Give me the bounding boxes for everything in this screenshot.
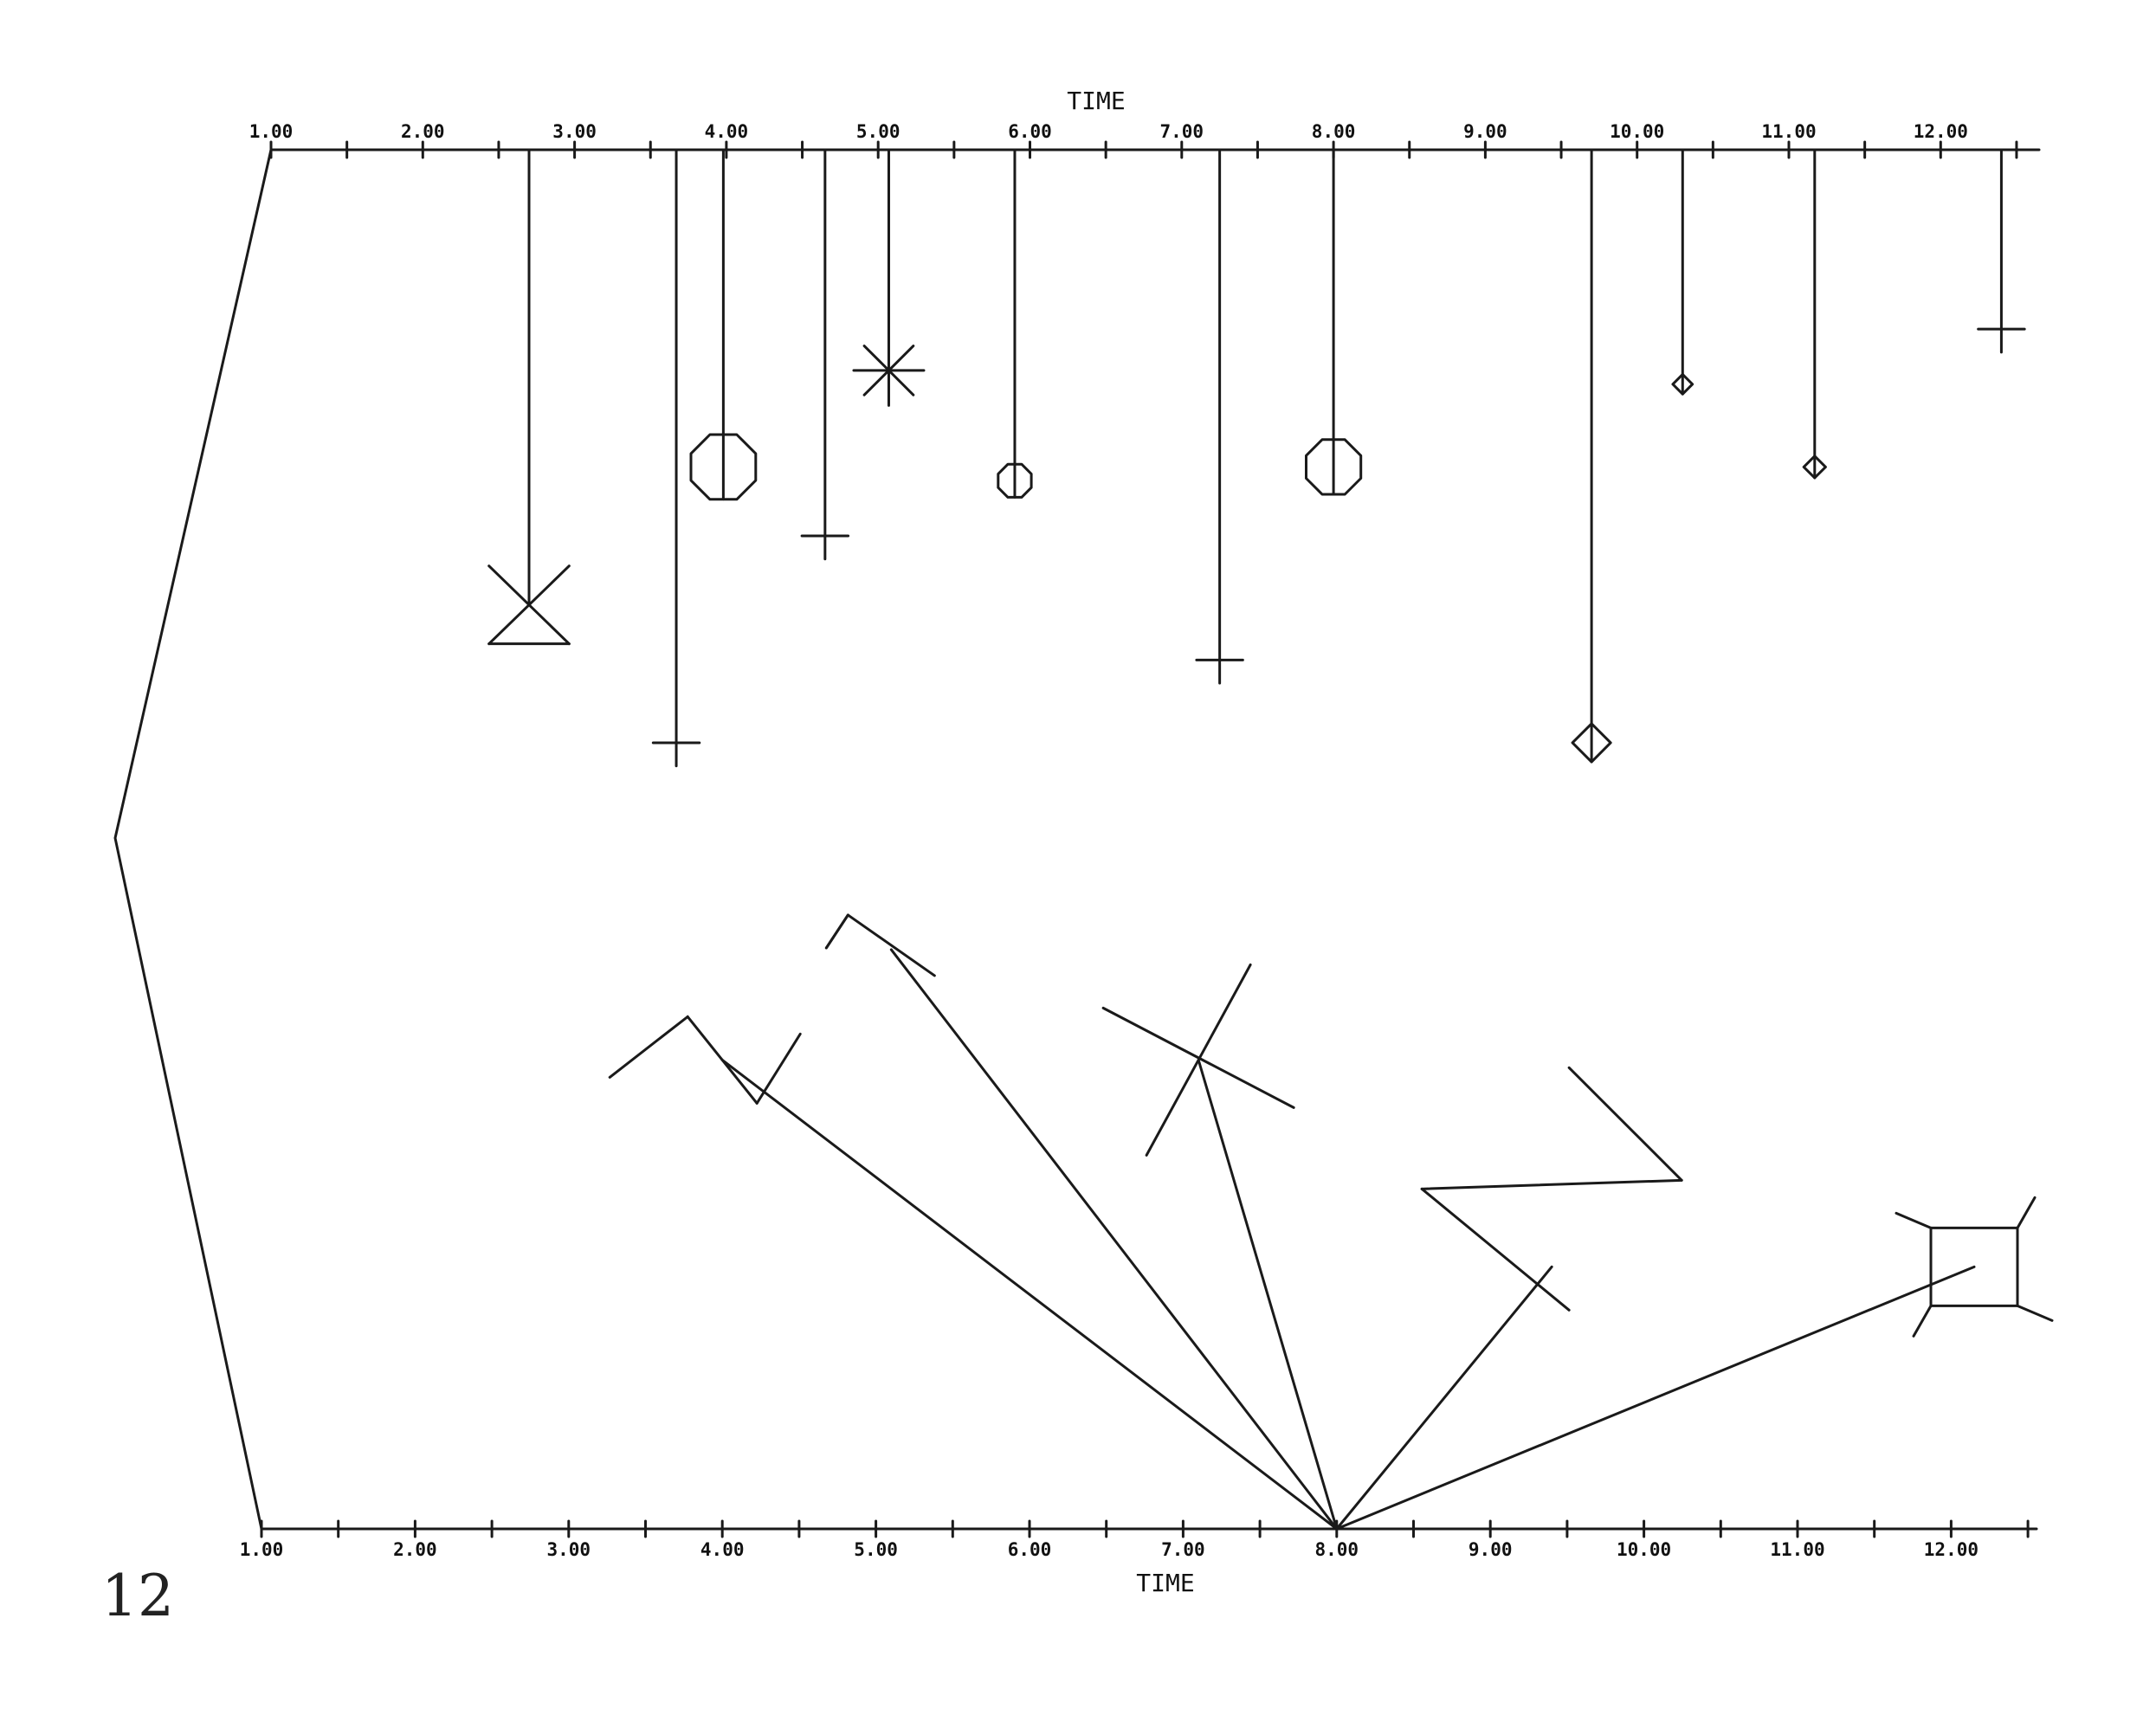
fan-glyph-zigzag-large: [608, 1015, 1339, 1531]
bottom-tick-label: 12.00: [1924, 1539, 1978, 1560]
asterisk-arm: [862, 345, 915, 397]
stalk-glyph-plus: [800, 148, 850, 561]
top-tick-label: 1.00: [249, 121, 294, 142]
top-tick-label: 12.00: [1914, 121, 1968, 142]
stalk-glyph-diamond: [1571, 148, 1612, 764]
hourglass-stroke: [487, 564, 571, 646]
top-tick-label: 10.00: [1610, 121, 1664, 142]
top-tick-label: 2.00: [401, 121, 445, 142]
bottom-tick-label: 6.00: [1008, 1539, 1052, 1560]
fan-glyph-zigzag-right: [1335, 1066, 1683, 1531]
fan-spoke: [1197, 1058, 1339, 1531]
fan-glyph-zigzag-small: [824, 913, 1339, 1531]
fan-glyph-stroke: [2016, 1304, 2054, 1322]
stalk-glyph-diamond: [1671, 148, 1694, 396]
octagon-shape: [997, 462, 1033, 499]
fan-glyph-stroke: [686, 1015, 758, 1105]
octagon-shape: [1305, 438, 1363, 496]
fan-glyph-stroke: [755, 1032, 802, 1105]
fan-spoke: [720, 1058, 1339, 1531]
top-tick-label: 4.00: [705, 121, 749, 142]
top-tick-label: 9.00: [1463, 121, 1507, 142]
fan-glyph-stroke: [1420, 1187, 1571, 1312]
diamond-shape: [1802, 455, 1827, 480]
fan-spoke: [889, 948, 1339, 1531]
fan-glyph-group: [608, 913, 2054, 1531]
bottom-tick-label: 7.00: [1161, 1539, 1205, 1560]
fan-glyph-stroke: [824, 913, 849, 950]
top-tick-label: 11.00: [1761, 121, 1816, 142]
fan-glyph-stroke: [1145, 963, 1252, 1157]
fan-glyph-box-whiskers: [1335, 1196, 2054, 1531]
fan-glyph-cross: [1101, 963, 1339, 1531]
page-number: 12: [101, 1563, 174, 1629]
top-tick-label: 6.00: [1008, 121, 1052, 142]
diamond-shape: [1671, 372, 1694, 396]
stalk-glyph-plus: [1195, 148, 1244, 685]
stalk-glyph-octagon: [997, 148, 1033, 499]
fan-spoke: [1335, 1265, 1976, 1531]
diamond-shape: [1571, 722, 1612, 764]
stalk-glyph-hourglass-x: [487, 148, 571, 646]
fan-glyph-stroke: [1420, 1178, 1683, 1190]
stalk-glyph-octagon: [689, 148, 758, 501]
left-bracket: [113, 148, 273, 1531]
stalk-glyph-octagon: [1305, 148, 1363, 496]
fan-glyph-stroke: [1912, 1304, 1933, 1338]
bottom-tick-label: 5.00: [854, 1539, 898, 1560]
bottom-time-axis: 1.00 2.00 3.00 4.00 5.00 6.00 7.00 8.00 9.00 10.0…: [240, 1519, 2038, 1597]
stalk-glyph-plus: [651, 148, 701, 768]
stalk-glyph-plus: [1977, 148, 2026, 354]
stalk-glyph-asterisk: [852, 148, 926, 407]
top-tick-label: 8.00: [1312, 121, 1356, 142]
bottom-axis-title: TIME: [1136, 1569, 1194, 1597]
stalk-glyph-group: [487, 148, 2026, 768]
top-tick-label: 5.00: [856, 121, 900, 142]
fan-spoke: [1335, 1265, 1553, 1531]
top-time-axis: 1.00 2.00 3.00 4.00 5.00 6.00 7.00 8.00 9.00 10.0…: [249, 87, 2041, 159]
bottom-tick-label: 9.00: [1469, 1539, 1513, 1560]
bottom-tick-label: 11.00: [1770, 1539, 1824, 1560]
fan-glyph-stroke: [846, 913, 936, 977]
bottom-tick-label: 2.00: [393, 1539, 437, 1560]
top-tick-label: 3.00: [552, 121, 597, 142]
bottom-tick-label: 10.00: [1617, 1539, 1671, 1560]
fan-glyph-stroke: [608, 1015, 689, 1079]
top-axis-title: TIME: [1067, 87, 1125, 115]
octagon-shape: [689, 433, 758, 501]
fan-glyph-stroke: [1567, 1066, 1683, 1182]
fan-glyph-stroke: [1895, 1211, 1933, 1229]
fan-glyph-stroke: [2016, 1196, 2037, 1229]
stalk-glyph-diamond: [1802, 148, 1827, 480]
top-tick-label: 7.00: [1160, 121, 1204, 142]
bottom-tick-label: 3.00: [547, 1539, 591, 1560]
bottom-tick-label: 4.00: [700, 1539, 745, 1560]
bottom-tick-label: 8.00: [1315, 1539, 1359, 1560]
bottom-tick-label: 1.00: [240, 1539, 284, 1560]
